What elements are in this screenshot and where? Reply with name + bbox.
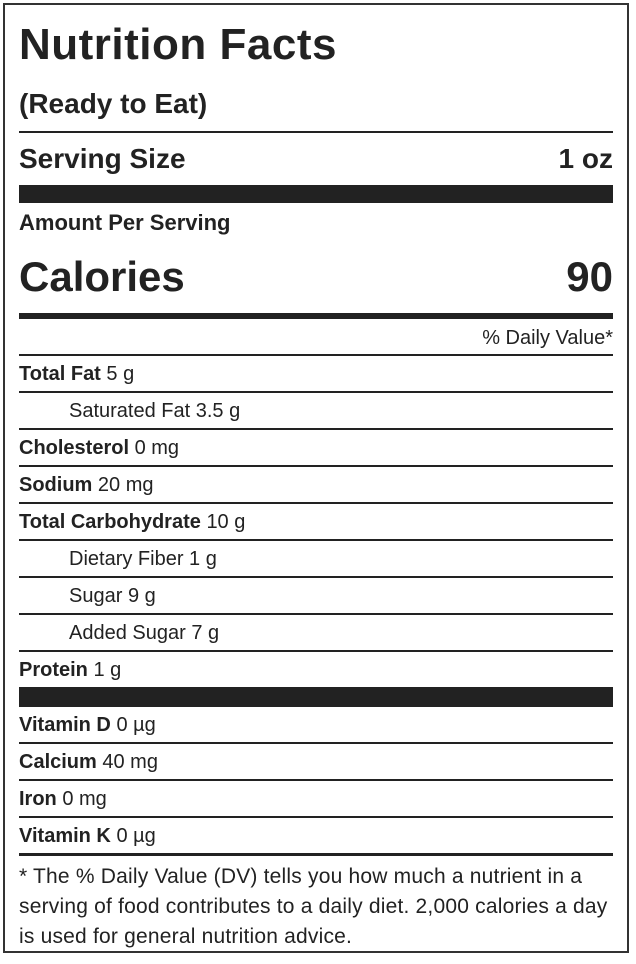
serving-label: Serving Size <box>19 143 186 174</box>
nutrient-row: Iron 0 mg <box>19 781 613 818</box>
nutrient-row: Dietary Fiber 1 g <box>19 541 613 578</box>
nutrient-amount: 1 g <box>93 659 122 681</box>
nutrient-amount: 0 µg <box>116 714 156 736</box>
nutrient-amount: 40 mg <box>102 751 158 773</box>
subtitle: (Ready to Eat) <box>19 81 613 133</box>
nutrient-name: Total Fat <box>19 363 101 385</box>
serving-row: Serving Size 1 oz <box>19 133 613 185</box>
nutrient-name: Protein <box>19 659 88 681</box>
nutrient-amount: 5 g <box>106 363 135 385</box>
nutrient-row: Saturated Fat 3.5 g <box>19 393 613 430</box>
daily-value-header: % Daily Value* <box>19 319 613 356</box>
nutrient-amount: 1 g <box>189 548 217 570</box>
nutrients: Total Fat 5 g Saturated Fat 3.5 g Choleste… <box>19 356 613 689</box>
nutrient-name: Vitamin K <box>19 825 111 847</box>
nutrient-amount: 10 g <box>206 511 246 533</box>
nutrient-amount: 20 mg <box>97 474 154 496</box>
nutrient-row: Total Fat 5 g <box>19 356 613 393</box>
vitamins: Vitamin D 0 µg Calcium 40 mg Iron 0 mg Vita… <box>19 707 613 856</box>
nutrition-label: Nutrition Facts (Ready to Eat) Serving S… <box>3 3 629 953</box>
calories-row: Calories 90 <box>19 241 613 319</box>
nutrient-name: Added Sugar <box>69 622 186 644</box>
nutrient-name: Vitamin D <box>19 714 111 736</box>
nutrient-row: Total Carbohydrate 10 g <box>19 504 613 541</box>
nutrient-row: Vitamin D 0 µg <box>19 707 613 744</box>
amount-per-serving: Amount Per Serving <box>19 210 231 235</box>
nutrient-amount: 0 mg <box>62 788 107 810</box>
divider <box>19 689 613 707</box>
nutrient-row: Sugar 9 g <box>19 578 613 615</box>
nutrient-row: Added Sugar 7 g <box>19 615 613 652</box>
footnote: * The % Daily Value (DV) tells you how m… <box>19 865 608 948</box>
nutrient-name: Sugar <box>69 585 123 607</box>
nutrient-name: Dietary Fiber <box>69 548 184 570</box>
nutrient-row: Protein 1 g <box>19 652 613 689</box>
nutrient-name: Iron <box>19 788 57 810</box>
nutrient-amount: 9 g <box>127 585 156 607</box>
calories-label: Calories <box>19 253 185 300</box>
nutrient-name: Total Carbohydrate <box>19 511 201 533</box>
nutrient-row: Sodium 20 mg <box>19 467 613 504</box>
calories-value: 90 <box>566 253 613 300</box>
nutrient-name: Calcium <box>19 751 97 773</box>
title: Nutrition Facts <box>19 20 337 69</box>
nutrient-name: Cholesterol <box>19 437 130 459</box>
nutrient-name: Sodium <box>19 474 93 496</box>
nutrient-amount: 3.5 g <box>195 400 241 422</box>
nutrient-amount: 0 mg <box>134 437 180 459</box>
nutrient-amount: 0 µg <box>116 825 156 847</box>
nutrient-row: Vitamin K 0 µg <box>19 818 613 856</box>
nutrient-row: Calcium 40 mg <box>19 744 613 781</box>
nutrient-name: Saturated Fat <box>69 400 191 422</box>
serving-value: 1 oz <box>558 143 613 174</box>
divider <box>19 185 613 203</box>
nutrient-amount: 7 g <box>191 622 220 644</box>
nutrient-row: Cholesterol 0 mg <box>19 430 613 467</box>
